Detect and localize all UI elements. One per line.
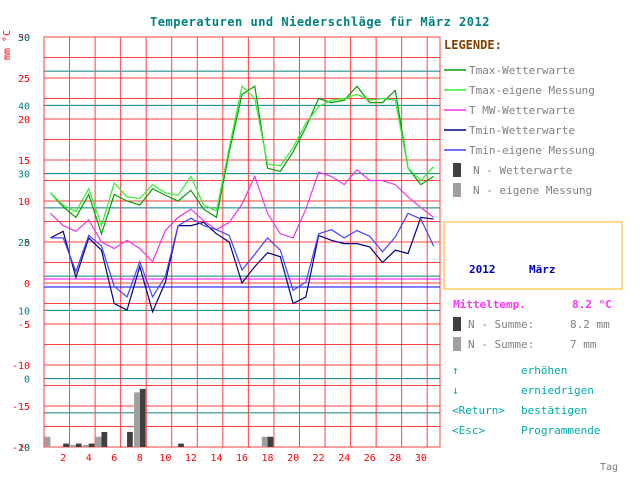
- series-line: [50, 212, 435, 299]
- series-line: [49, 85, 434, 236]
- precip-bar: [178, 443, 184, 447]
- precip-bar: [139, 388, 146, 447]
- x-tick-label: 30: [415, 453, 427, 464]
- x-tick-label: 8: [137, 453, 143, 464]
- menu-key-esc[interactable]: <Esc>: [452, 424, 485, 437]
- legend-label: Tmin-Wetterwarte: [469, 124, 575, 137]
- axis-labels: 2 4 6 8 10 12 14 16 18 20 22 24 26 28 30302520151050-5…: [12, 33, 427, 464]
- x-tick-label: 20: [287, 453, 299, 464]
- sum1-value: 8.2 mm: [570, 318, 610, 331]
- y-tick-temp: -5: [18, 320, 30, 331]
- y-tick-temp: 5: [24, 238, 30, 249]
- x-tick-label: 6: [111, 453, 117, 464]
- x-tick-label: 26: [364, 453, 376, 464]
- x-tick-label: 18: [262, 453, 274, 464]
- menu-label-exit[interactable]: Programmende: [521, 424, 600, 437]
- x-tick-label: 22: [313, 453, 325, 464]
- menu-key-up[interactable]: ↑: [452, 364, 459, 377]
- temperature-lines: [49, 85, 435, 314]
- y-tick-temp: -20: [12, 443, 30, 454]
- precip-bar: [127, 431, 133, 447]
- keyboard-menu: ↑ erhöhen ↓ erniedrigen <Return> bestäti…: [452, 364, 600, 437]
- legend-label: N - Wetterwarte: [473, 164, 572, 177]
- chart-title: Temperaturen und Niederschläge für März …: [150, 15, 490, 29]
- menu-key-down[interactable]: ↓: [452, 384, 459, 397]
- sum2-value: 7 mm: [570, 338, 597, 351]
- precip-bar: [44, 436, 51, 447]
- sum2-label: N - Summe:: [468, 338, 534, 351]
- x-tick-label: 2: [60, 453, 66, 464]
- x-axis-label: Tag: [600, 462, 618, 473]
- menu-label-increase[interactable]: erhöhen: [521, 364, 567, 377]
- precip-bar: [70, 444, 76, 447]
- y-tick-temp: -15: [12, 402, 30, 413]
- legend-label: Tmin-eigene Messung: [469, 144, 595, 157]
- x-tick-label: 14: [210, 453, 222, 464]
- y-tick-precip: 30: [18, 170, 30, 181]
- precip-bar: [75, 443, 82, 447]
- x-tick-label: 28: [389, 453, 401, 464]
- date-info-box: 2012 März: [443, 221, 623, 290]
- precip-bars: [44, 388, 274, 447]
- x-tick-label: 10: [159, 453, 171, 464]
- x-tick-label: 24: [338, 453, 350, 464]
- y-tick-precip: 20: [18, 238, 30, 249]
- legend-label: Tmax-Wetterwarte: [469, 64, 575, 77]
- series-line: [50, 216, 434, 314]
- precip-bar: [134, 392, 140, 447]
- mean-temp-value: 8.2 °C: [572, 298, 612, 311]
- y-tick-temp: 30: [18, 33, 30, 44]
- precip-bar: [88, 443, 95, 447]
- legend-title: LEGENDE:: [444, 38, 502, 52]
- precip-bar: [267, 436, 274, 447]
- y-tick-temp: 15: [18, 156, 30, 167]
- sum1-label: N - Summe:: [468, 318, 534, 331]
- y-tick-temp: 10: [18, 197, 30, 208]
- legend-label: T MW-Wetterwarte: [469, 104, 575, 117]
- y-tick-precip: 10: [18, 306, 30, 317]
- date-box-border: [443, 221, 623, 290]
- y-tick-precip: 50: [18, 33, 30, 44]
- y-tick-precip: 0: [24, 375, 30, 386]
- y-tick-temp: -10: [12, 361, 30, 372]
- series-line: [49, 85, 435, 228]
- y-tick-temp: 20: [18, 115, 30, 126]
- legend-swatch: [453, 183, 461, 197]
- precip-bar: [95, 436, 102, 447]
- menu-label-decrease[interactable]: erniedrigen: [521, 384, 594, 397]
- y-tick-precip: 40: [18, 101, 30, 112]
- axis-unit-celsius: °C: [2, 30, 13, 42]
- sum2-swatch: [453, 337, 461, 351]
- summary-panel: Mitteltemp. 8.2 °C N - Summe: 8.2 mm N -…: [453, 298, 612, 351]
- menu-label-confirm[interactable]: bestätigen: [521, 404, 587, 417]
- legend-label: N - eigene Messung: [473, 184, 592, 197]
- menu-key-return[interactable]: <Return>: [452, 404, 505, 417]
- legend-panel: LEGENDE: Tmax-Wetterwarte Tmax-eigene Mes…: [444, 38, 595, 197]
- sum1-swatch: [453, 317, 461, 331]
- precip-bar: [63, 443, 69, 447]
- mean-temp-label: Mitteltemp.: [453, 298, 526, 311]
- axis-unit-mm: mm: [2, 48, 13, 60]
- y-tick-temp: 0: [24, 279, 30, 290]
- x-tick-label: 4: [86, 453, 92, 464]
- x-tick-label: 16: [236, 453, 248, 464]
- y-tick-temp: 25: [18, 74, 30, 85]
- series-line: [49, 169, 434, 263]
- plot-frame: [43, 36, 441, 448]
- legend-label: Tmax-eigene Messung: [469, 84, 595, 97]
- legend-swatch: [453, 163, 461, 177]
- info-year: 2012: [469, 263, 496, 276]
- precip-bar: [82, 444, 89, 447]
- x-tick-label: 12: [185, 453, 197, 464]
- y-tick-precip: 10: [18, 443, 30, 454]
- info-month: März: [529, 263, 556, 276]
- precip-bar: [101, 431, 108, 447]
- precip-bar: [261, 436, 268, 447]
- plot-grid: [43, 36, 441, 448]
